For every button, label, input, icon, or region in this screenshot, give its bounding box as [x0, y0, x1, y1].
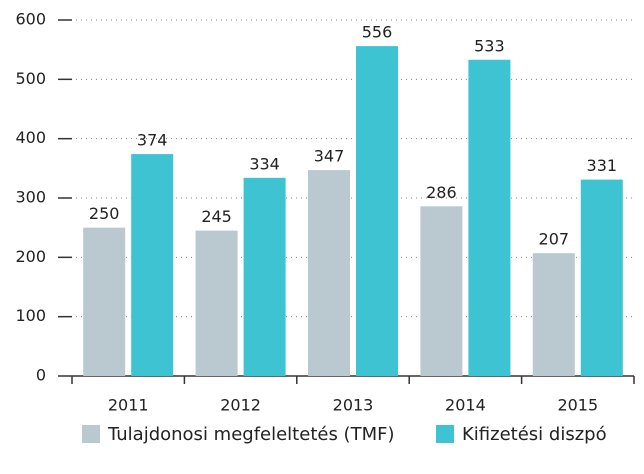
- value-label: 374: [137, 131, 168, 150]
- bar: [532, 253, 575, 376]
- x-tick-label: 2013: [333, 396, 374, 415]
- bar: [131, 154, 174, 376]
- x-tick-label: 2012: [220, 396, 261, 415]
- bar: [468, 59, 511, 377]
- y-tick-label: 100: [15, 306, 46, 325]
- bar: [195, 230, 238, 376]
- value-label: 250: [89, 204, 120, 223]
- bar: [420, 206, 463, 376]
- value-label: 207: [539, 230, 570, 249]
- value-label: 556: [362, 23, 393, 42]
- value-label: 334: [249, 154, 280, 173]
- y-tick-label: 0: [36, 366, 46, 385]
- y-tick-label: 500: [15, 69, 46, 88]
- legend-label: Tulajdonosi megfeleltetés (TMF): [107, 424, 394, 445]
- value-label: 245: [201, 207, 232, 226]
- value-label: 533: [474, 36, 505, 55]
- y-tick-label: 400: [15, 128, 46, 147]
- legend-label: Kifizetési diszpó: [462, 424, 607, 445]
- value-label: 347: [314, 147, 345, 166]
- bar: [243, 177, 286, 376]
- x-tick-label: 2011: [108, 396, 149, 415]
- y-tick-label: 600: [15, 10, 46, 29]
- y-tick-label: 300: [15, 188, 46, 207]
- legend-swatch: [82, 425, 100, 443]
- value-label: 331: [587, 156, 618, 175]
- legend-swatch: [436, 425, 454, 443]
- x-tick-label: 2014: [445, 396, 486, 415]
- value-label: 286: [426, 183, 457, 202]
- bar: [580, 179, 623, 376]
- bar: [83, 227, 126, 376]
- bar: [356, 46, 398, 377]
- x-tick-label: 2015: [557, 396, 598, 415]
- bar: [308, 170, 350, 376]
- y-tick-label: 200: [15, 247, 46, 266]
